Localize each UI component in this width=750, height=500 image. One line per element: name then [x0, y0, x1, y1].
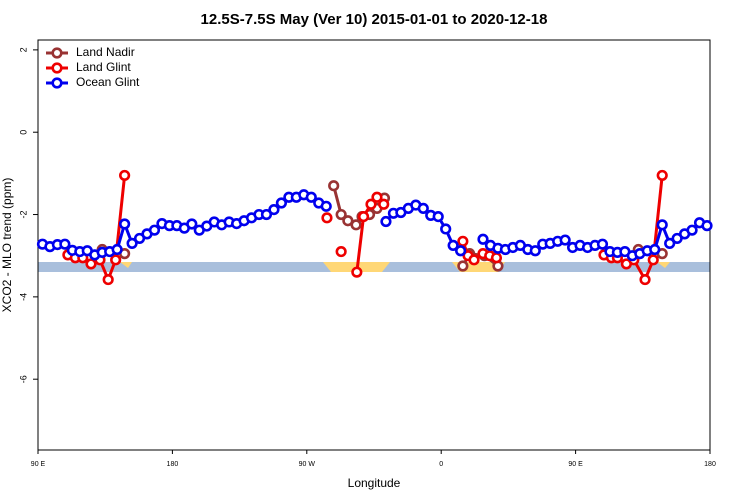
point	[468, 254, 480, 266]
point	[477, 233, 489, 245]
point	[59, 238, 71, 250]
y-axis-label: XCO2 - MLO trend (ppm)	[0, 178, 14, 313]
y-tick-label: -6	[18, 375, 28, 383]
map-strip	[38, 262, 710, 272]
x-axis-label: Longitude	[348, 476, 401, 490]
point	[351, 266, 363, 278]
point	[457, 260, 469, 272]
point	[457, 235, 469, 247]
y-tick-label: -2	[18, 211, 28, 219]
point	[119, 169, 131, 182]
point	[350, 219, 362, 231]
point	[335, 245, 347, 258]
point	[656, 219, 668, 231]
point	[365, 198, 377, 210]
point	[260, 208, 273, 221]
legend-marker	[51, 62, 63, 74]
point	[321, 212, 333, 224]
land-band	[657, 262, 670, 268]
point	[649, 243, 661, 256]
point	[559, 234, 571, 246]
point	[275, 197, 288, 209]
point	[328, 180, 340, 192]
point	[639, 273, 651, 286]
legend-label: Land Nadir	[76, 45, 135, 59]
chart-title: 12.5S-7.5S May (Ver 10) 2015-01-01 to 20…	[201, 11, 548, 28]
point	[111, 243, 123, 256]
point	[148, 224, 161, 236]
legend-label: Ocean Glint	[76, 75, 140, 89]
point	[656, 169, 668, 182]
x-tick-label: 180	[167, 461, 179, 468]
point	[102, 273, 114, 286]
y-tick-label: 0	[18, 130, 28, 135]
point	[455, 245, 467, 257]
point	[335, 208, 347, 221]
y-tick-label: -4	[18, 293, 28, 301]
point	[417, 202, 429, 214]
point	[357, 210, 370, 223]
point	[320, 200, 332, 212]
point	[664, 237, 676, 249]
point	[378, 198, 390, 210]
point	[268, 203, 280, 216]
land-band	[120, 262, 132, 268]
x-tick-label: 90 E	[568, 461, 583, 468]
point	[380, 215, 392, 228]
point	[119, 218, 131, 230]
y-tick-label: 2	[18, 47, 28, 52]
point	[85, 258, 97, 270]
point	[342, 215, 354, 227]
point	[110, 254, 122, 266]
point	[126, 237, 138, 249]
point	[490, 252, 503, 264]
point	[432, 210, 444, 223]
x-tick-label: 90 W	[299, 461, 316, 468]
point	[596, 238, 609, 250]
legend-marker	[51, 77, 63, 89]
x-tick-label: 90 E	[31, 461, 46, 468]
legend-label: Land Glint	[76, 60, 131, 74]
point	[440, 223, 452, 235]
point	[305, 191, 317, 203]
point	[371, 191, 383, 203]
x-tick-label: 0	[439, 461, 443, 468]
plot-frame	[37, 39, 711, 451]
point	[186, 218, 198, 230]
legend-marker	[51, 47, 63, 59]
point	[529, 245, 541, 257]
point	[447, 239, 459, 252]
point	[701, 220, 713, 232]
x-tick-label: 180	[704, 461, 716, 468]
point	[686, 224, 698, 236]
point	[647, 254, 659, 266]
